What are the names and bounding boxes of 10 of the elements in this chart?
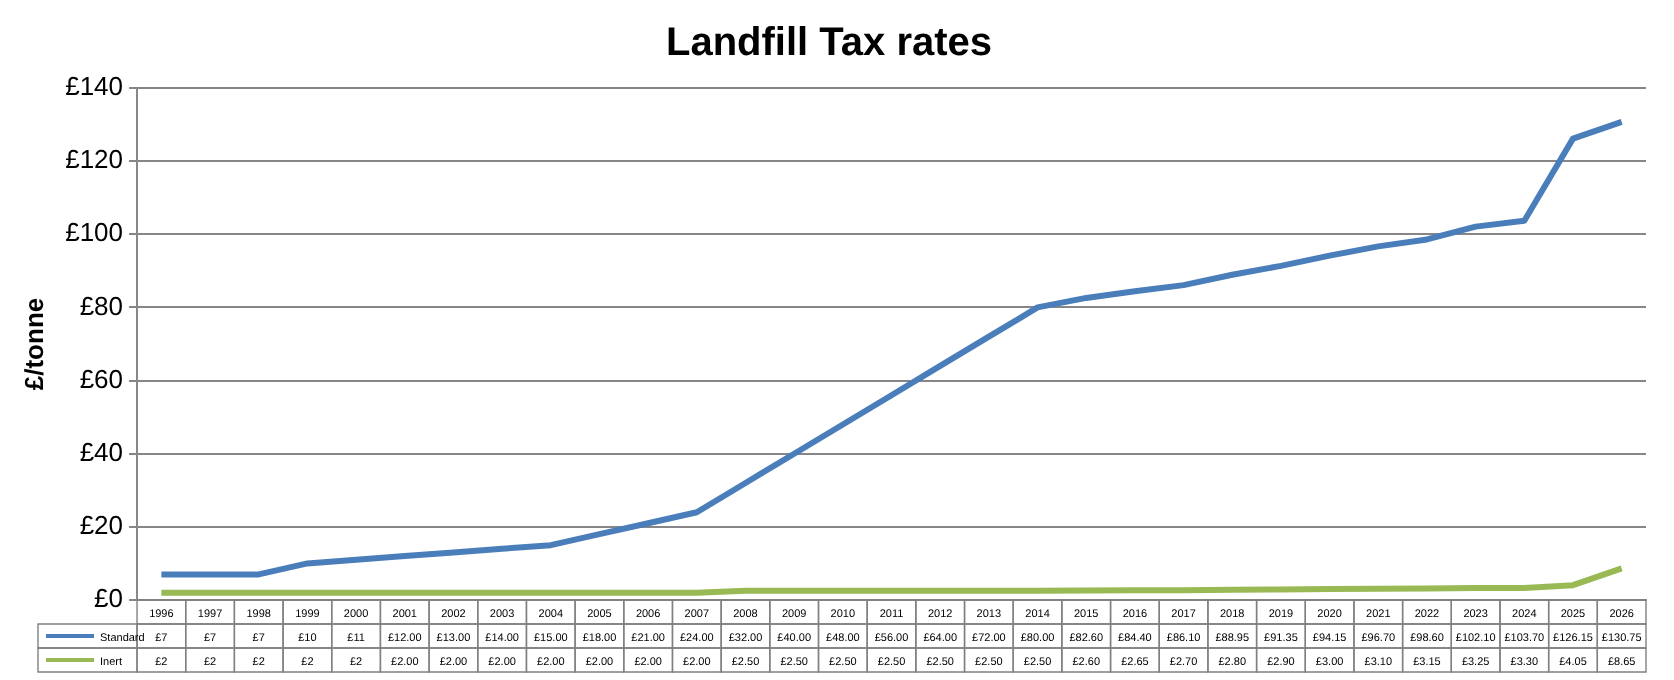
- y-tick-label: £120: [65, 144, 124, 175]
- y-tick-label: £100: [65, 217, 124, 248]
- y-tick-label: £0: [94, 583, 124, 614]
- y-tick-label: £140: [65, 71, 124, 102]
- y-tick-label: £20: [79, 510, 124, 541]
- y-axis-title: £/tonne: [18, 297, 49, 391]
- y-tick-label: £80: [79, 290, 124, 321]
- chart-title: Landfill Tax rates: [665, 21, 993, 66]
- y-tick-label: £60: [79, 363, 124, 394]
- y-tick-label: £40: [79, 436, 124, 467]
